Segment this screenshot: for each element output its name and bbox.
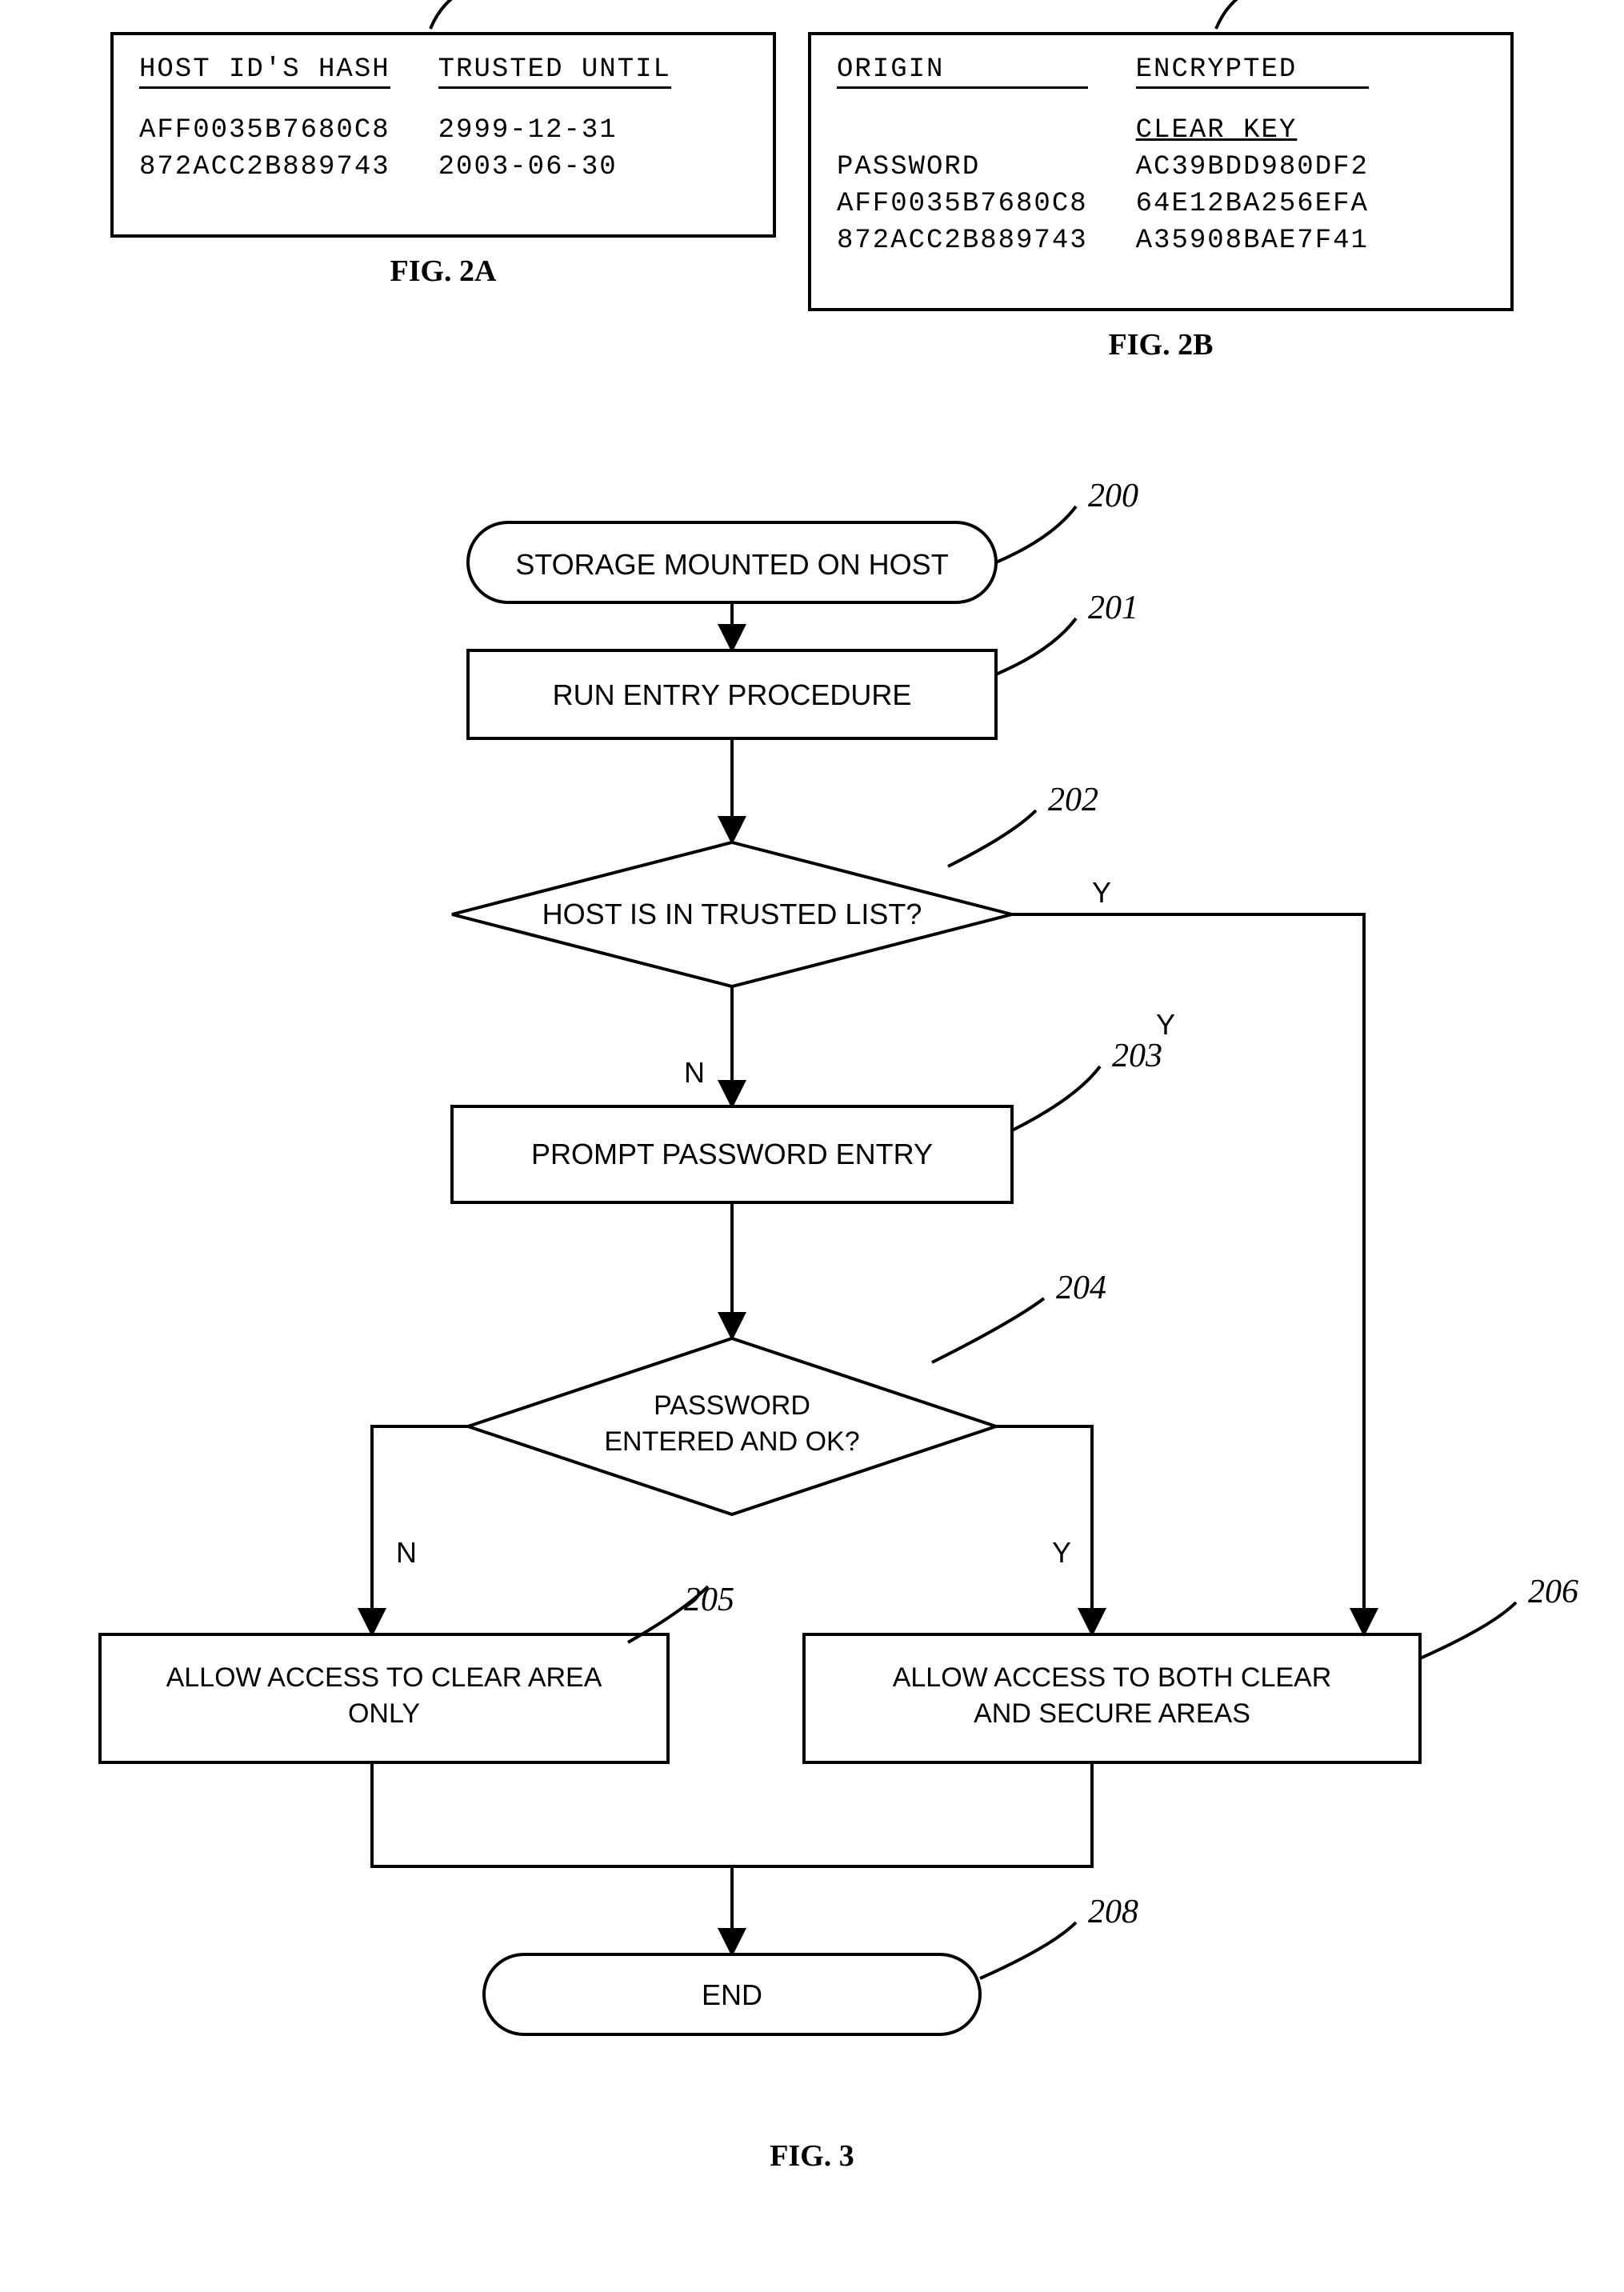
node-205-label1: ALLOW ACCESS TO CLEAR AREA bbox=[166, 1662, 602, 1693]
node-201: RUN ENTRY PROCEDURE 201 bbox=[468, 590, 1138, 738]
node-206-label1: ALLOW ACCESS TO BOTH CLEAR bbox=[893, 1662, 1332, 1693]
node-203-label: PROMPT PASSWORD ENTRY bbox=[531, 1138, 933, 1170]
cell: 2003-06-30 bbox=[438, 150, 671, 186]
cell: AFF0035B7680C8 bbox=[837, 186, 1088, 223]
node-202-label: HOST IS IN TRUSTED LIST? bbox=[542, 898, 922, 930]
cell: 872ACC2B889743 bbox=[139, 150, 390, 186]
cell: 872ACC2B889743 bbox=[837, 223, 1088, 260]
node-204: PASSWORD ENTERED AND OK? 204 bbox=[468, 1270, 1106, 1514]
ref-201: 201 bbox=[1088, 590, 1138, 626]
node-205: ALLOW ACCESS TO CLEAR AREA ONLY 205 bbox=[100, 1582, 734, 1762]
cell: 2999-12-31 bbox=[438, 113, 671, 150]
tables-row: 127 HOST ID'S HASH AFF0035B7680C8 872ACC… bbox=[32, 32, 1592, 362]
label-204-Y: Y bbox=[1052, 1536, 1071, 1569]
table-125-block: 125 ORIGIN PASSWORD AFF0035B7680C8 872AC… bbox=[808, 32, 1514, 362]
cell: AFF0035B7680C8 bbox=[139, 113, 390, 150]
table-127: HOST ID'S HASH AFF0035B7680C8 872ACC2B88… bbox=[110, 32, 776, 238]
col-header: ORIGIN bbox=[837, 54, 1088, 89]
ref-202: 202 bbox=[1048, 782, 1098, 818]
cell: AC39BDD980DF2 bbox=[1136, 150, 1369, 186]
node-208: END 208 bbox=[484, 1894, 1138, 2034]
ref-125: 125 bbox=[1272, 0, 1322, 6]
col-header: TRUSTED UNTIL bbox=[438, 54, 671, 89]
cell: A35908BAE7F41 bbox=[1136, 223, 1369, 260]
node-205-label2: ONLY bbox=[348, 1698, 420, 1729]
ref-205: 205 bbox=[684, 1582, 734, 1618]
label-204-N: N bbox=[396, 1536, 417, 1569]
ref-203: 203 bbox=[1112, 1038, 1162, 1074]
ref-208: 208 bbox=[1088, 1894, 1138, 1930]
leader-206 bbox=[1420, 1602, 1516, 1658]
ref-200: 200 bbox=[1088, 478, 1138, 514]
col-header: HOST ID'S HASH bbox=[139, 54, 390, 89]
flowchart-wrap: STORAGE MOUNTED ON HOST 200 RUN ENTRY PR… bbox=[32, 490, 1592, 2174]
fig2a-caption: FIG. 2A bbox=[110, 254, 776, 289]
fig2b-caption: FIG. 2B bbox=[808, 327, 1514, 362]
node-201-label: RUN ENTRY PROCEDURE bbox=[553, 678, 912, 711]
node-204-label2: ENTERED AND OK? bbox=[604, 1426, 859, 1457]
cell: 64E12BA256EFA bbox=[1136, 186, 1369, 223]
label-202-N: N bbox=[684, 1056, 705, 1089]
label-202-Y2: Y bbox=[1156, 1008, 1175, 1041]
node-202: HOST IS IN TRUSTED LIST? 202 bbox=[452, 782, 1098, 986]
table-125: ORIGIN PASSWORD AFF0035B7680C8 872ACC2B8… bbox=[808, 32, 1514, 311]
node-200: STORAGE MOUNTED ON HOST 200 bbox=[468, 478, 1138, 602]
ref-206: 206 bbox=[1528, 1574, 1578, 1610]
col-header-line2: CLEAR KEY bbox=[1136, 113, 1369, 150]
node-200-label: STORAGE MOUNTED ON HOST bbox=[515, 548, 948, 581]
ref-204: 204 bbox=[1056, 1270, 1106, 1306]
node-204-label1: PASSWORD bbox=[654, 1390, 810, 1421]
flowchart-svg: STORAGE MOUNTED ON HOST 200 RUN ENTRY PR… bbox=[52, 490, 1572, 2130]
node-208-label: END bbox=[702, 1978, 762, 2011]
table-127-block: 127 HOST ID'S HASH AFF0035B7680C8 872ACC… bbox=[110, 32, 776, 362]
node-206-label2: AND SECURE AREAS bbox=[974, 1698, 1250, 1729]
label-202-Y1: Y bbox=[1092, 876, 1111, 909]
ref-127: 127 bbox=[486, 0, 537, 6]
node-203: PROMPT PASSWORD ENTRY 203 bbox=[452, 1038, 1162, 1202]
fig3-caption: FIG. 3 bbox=[770, 2138, 854, 2174]
cell: PASSWORD bbox=[837, 150, 1088, 186]
col-header: ENCRYPTED bbox=[1136, 54, 1369, 89]
